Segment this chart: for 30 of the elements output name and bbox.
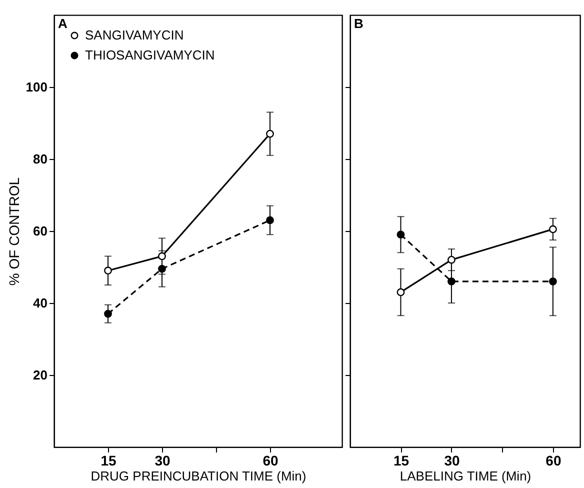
x-tick-label: 60 (262, 452, 278, 468)
x-tick-label: 15 (100, 452, 116, 468)
point (104, 310, 112, 318)
point (396, 230, 405, 239)
x-tick-label: 30 (444, 452, 460, 468)
point (548, 225, 557, 234)
point (158, 252, 166, 260)
y-tick-label: 40 (33, 296, 48, 310)
legend-label: THIOSANGIVAMYCIN (85, 48, 215, 62)
point (396, 288, 405, 296)
x-axis-title: DRUG PREINCUBATION TIME (Min) (90, 468, 306, 484)
point (448, 256, 456, 264)
point (448, 277, 456, 286)
x-tick-label: 60 (546, 452, 562, 468)
y-tick-label: 60 (33, 224, 48, 238)
y-tick-label: 80 (33, 152, 48, 166)
point (548, 277, 557, 286)
annotation: A (58, 16, 68, 31)
legend-label: SANGIVAMYCIN (85, 28, 184, 42)
point (104, 266, 112, 275)
point (266, 130, 274, 138)
y-axis-title: % OF CONTROL (6, 177, 22, 286)
x-axis-title: LABELING TIME (Min) (400, 468, 532, 484)
y-tick-label: 20 (33, 368, 48, 382)
point (158, 264, 166, 273)
x-tick-label: 15 (393, 452, 410, 468)
x-tick-label: 30 (154, 452, 170, 468)
y-tick-label: 100 (26, 80, 48, 94)
point (266, 216, 274, 224)
annotation: B (354, 16, 364, 31)
